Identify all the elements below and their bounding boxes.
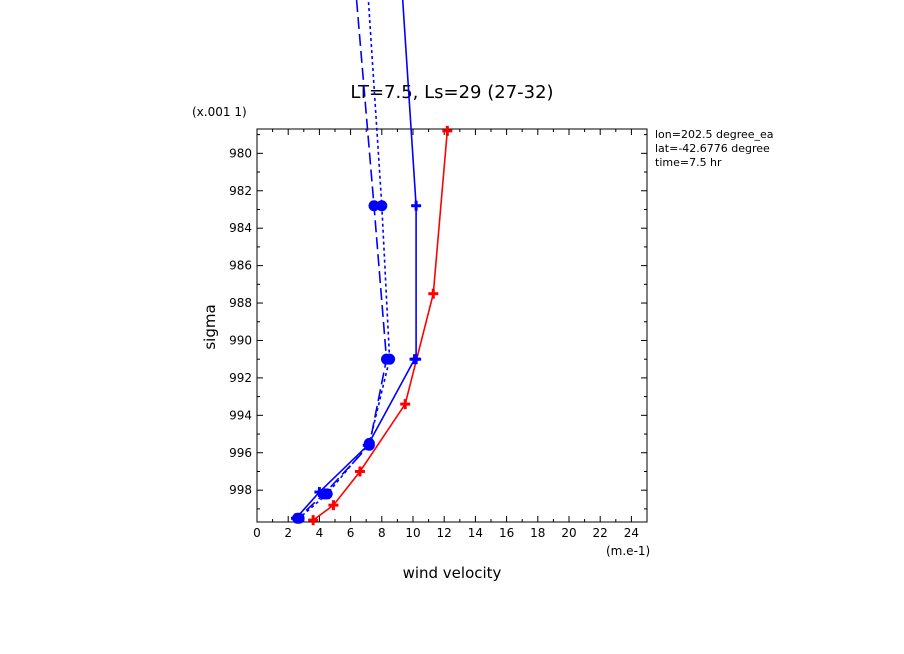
x-tick-label: 20 — [561, 526, 576, 540]
x-tick-label: 16 — [499, 526, 514, 540]
series-0-point — [428, 288, 439, 299]
x-tick-label: 10 — [405, 526, 420, 540]
x-tick-label: 12 — [437, 526, 452, 540]
y-tick-label: 982 — [229, 184, 252, 198]
x-axis-label: wind velocity — [403, 564, 502, 582]
series-3-point — [321, 488, 333, 500]
y-multiplier-label: (x.001 1) — [192, 105, 247, 119]
y-tick-label: 980 — [229, 146, 252, 160]
y-tick-label: 996 — [229, 446, 252, 460]
y-tick-label: 992 — [229, 371, 252, 385]
series-3-point — [376, 200, 388, 212]
series-0-line — [312, 130, 449, 521]
series-3-point — [363, 437, 375, 449]
chart-title: LT=7.5, Ls=29 (27-32) — [350, 82, 553, 103]
plot-frame — [256, 128, 648, 523]
info-lon: lon=202.5 degree_ea — [655, 128, 774, 141]
series-0-point — [442, 125, 453, 136]
series-1-point — [411, 200, 422, 211]
x-tick-label: 22 — [593, 526, 608, 540]
x-unit-label: (m.e-1) — [606, 544, 650, 558]
x-tick-label: 4 — [316, 526, 324, 540]
x-tick-label: 14 — [468, 526, 483, 540]
x-tick-label: 2 — [284, 526, 292, 540]
series-1-point — [409, 354, 420, 365]
info-time: time=7.5 hr — [655, 156, 722, 169]
x-tick-label: 18 — [530, 526, 545, 540]
y-tick-label: 988 — [229, 296, 252, 310]
series-1-line — [295, 0, 417, 519]
y-tick-label: 986 — [229, 259, 252, 273]
series-3-line — [298, 0, 391, 519]
y-tick-label: 998 — [229, 483, 252, 497]
y-tick-label: 994 — [229, 408, 252, 422]
series-0-point — [308, 515, 319, 526]
series-2-point — [368, 200, 380, 212]
y-axis-label: sigma — [201, 304, 219, 349]
series-0-point — [400, 399, 411, 410]
series-0-point — [354, 466, 365, 477]
series-2-line — [297, 0, 388, 519]
series-3-point — [293, 512, 305, 524]
series-3-point — [384, 353, 396, 365]
series-0-point — [328, 500, 339, 511]
info-lat: lat=-42.6776 degree — [655, 142, 770, 155]
x-tick-label: 6 — [347, 526, 355, 540]
x-tick-label: 0 — [253, 526, 261, 540]
y-tick-label: 984 — [229, 221, 252, 235]
y-tick-label: 990 — [229, 333, 252, 347]
x-tick-label: 24 — [624, 526, 639, 540]
x-tick-label: 8 — [378, 526, 386, 540]
